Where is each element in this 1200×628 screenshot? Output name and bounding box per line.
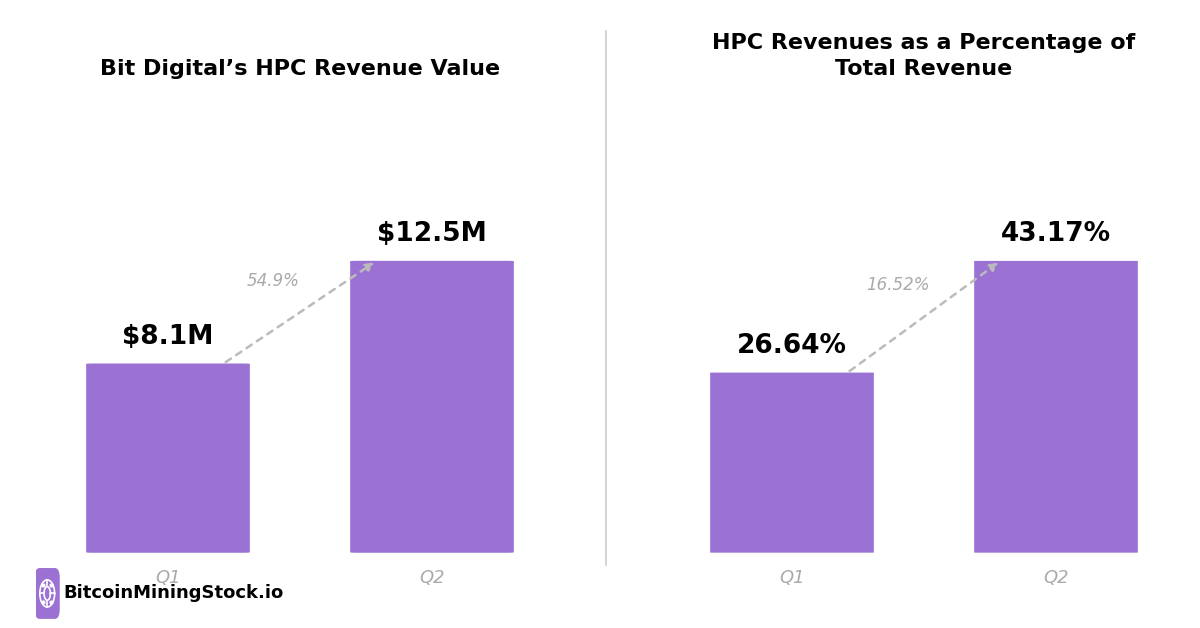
Text: BitcoinMiningStock.io: BitcoinMiningStock.io — [64, 585, 284, 602]
Text: 26.64%: 26.64% — [737, 333, 847, 359]
FancyBboxPatch shape — [350, 261, 514, 553]
Title: HPC Revenues as a Percentage of
Total Revenue: HPC Revenues as a Percentage of Total Re… — [713, 33, 1135, 80]
Text: 54.9%: 54.9% — [247, 272, 300, 290]
FancyBboxPatch shape — [35, 568, 60, 619]
FancyBboxPatch shape — [710, 372, 874, 553]
FancyBboxPatch shape — [86, 364, 250, 553]
Text: 43.17%: 43.17% — [1001, 221, 1111, 247]
Title: Bit Digital’s HPC Revenue Value: Bit Digital’s HPC Revenue Value — [100, 60, 500, 80]
Text: $12.5M: $12.5M — [377, 221, 487, 247]
FancyBboxPatch shape — [974, 261, 1138, 553]
Text: $8.1M: $8.1M — [122, 324, 214, 350]
Text: 16.52%: 16.52% — [866, 276, 929, 294]
